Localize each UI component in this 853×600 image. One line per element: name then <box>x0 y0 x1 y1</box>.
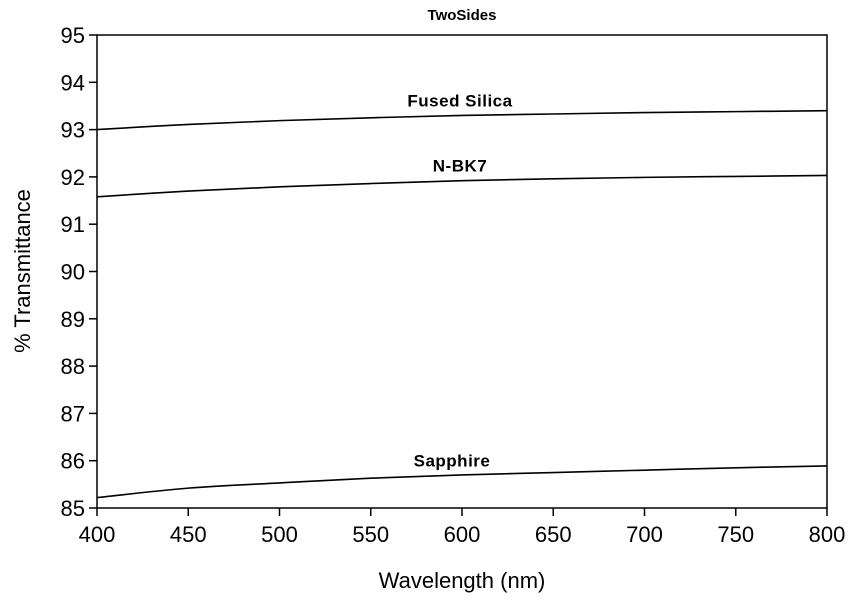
x-tick-label: 400 <box>79 522 116 547</box>
y-tick-label: 93 <box>61 118 85 143</box>
x-axis-label: Wavelength (nm) <box>379 568 546 593</box>
series-label-sapphire: Sapphire <box>414 451 491 470</box>
series-label-fused-silica: Fused Silica <box>407 91 512 110</box>
x-tick-label: 650 <box>535 522 572 547</box>
y-tick-label: 94 <box>61 70 85 95</box>
plot-frame <box>96 34 828 509</box>
chart-title: TwoSides <box>428 7 497 24</box>
series-layer <box>96 109 828 499</box>
y-tick-label: 88 <box>61 354 85 379</box>
series-line-sapphire <box>96 465 828 499</box>
x-tick-label: 600 <box>444 522 481 547</box>
y-axis-label: % Transmittance <box>10 189 35 353</box>
series-label-n-bk7: N-BK7 <box>433 157 487 176</box>
y-tick-label: 95 <box>61 23 85 48</box>
y-tick-label: 87 <box>61 401 85 426</box>
x-tick-label: 500 <box>261 522 298 547</box>
y-tick-label: 90 <box>61 260 85 285</box>
x-tick-label: 800 <box>809 522 846 547</box>
series-line-fused-silica <box>96 109 828 131</box>
y-axis: 85 86 87 88 89 90 91 92 93 94 95 <box>61 23 97 521</box>
series-labels: Fused Silica N-BK7 Sapphire <box>407 91 512 470</box>
series-line-n-bk7 <box>96 174 828 198</box>
y-tick-label: 86 <box>61 449 85 474</box>
x-tick-label: 450 <box>170 522 207 547</box>
y-tick-label: 85 <box>61 496 85 521</box>
x-tick-label: 550 <box>352 522 389 547</box>
y-tick-label: 92 <box>61 165 85 190</box>
x-tick-label: 750 <box>717 522 754 547</box>
y-tick-label: 91 <box>61 212 85 237</box>
x-tick-label: 700 <box>626 522 663 547</box>
x-axis: 400 450 500 550 600 650 700 750 800 <box>79 508 846 547</box>
y-tick-label: 89 <box>61 307 85 332</box>
